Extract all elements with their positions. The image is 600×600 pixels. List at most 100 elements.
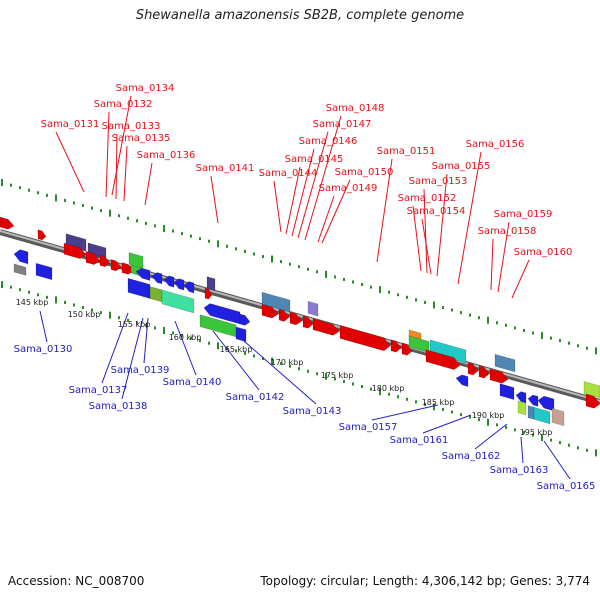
ruler-dot [262,255,264,259]
label-leader-line [304,115,342,241]
gene-label-top: Sama_0131 [41,119,100,130]
gene-feature [517,400,527,416]
ruler-dot [343,277,345,281]
gene-feature [289,311,303,326]
label-leader-line [174,320,197,376]
ruler-dot [217,240,219,248]
ruler-dot [577,446,579,450]
gene-feature [203,303,241,325]
ruler-dot [19,288,21,292]
ruler-dot [100,209,102,213]
gene-feature [35,262,53,281]
label-leader-line [243,340,317,405]
ruler-dot [64,300,66,304]
gene-feature [151,272,163,285]
ruler-dot [64,198,66,202]
ruler-dot [361,283,363,287]
ruler-dot [334,275,336,279]
ruler-dot [244,351,246,355]
label-leader-line [55,131,85,193]
kbp-tick-label: 165 kbp [220,345,253,354]
ruler-dot [505,323,507,327]
gene-feature [163,275,175,288]
gene-feature [527,405,535,420]
label-leader-line [212,330,260,391]
ruler-dot [163,224,165,232]
gene-label-top: Sama_0145 [285,154,344,165]
gene-label-top: Sama_0151 [377,146,436,157]
kbp-tick-label: 180 kbp [372,384,405,393]
map-title: Shewanella amazonensis SB2B, complete ge… [135,8,465,23]
ruler-dot [406,295,408,299]
gene-feature [110,259,122,272]
ruler-dot [307,369,309,373]
gene-feature [478,365,490,379]
ruler-dot [379,388,381,396]
ruler-dot [469,313,471,317]
ruler-dot [424,402,426,406]
ruler-dot [379,286,381,294]
ruler-dot [451,308,453,312]
gene-label-bottom: Sama_0130 [14,344,73,355]
gene-label-top: Sama_0147 [313,119,372,130]
ruler-dot [478,316,480,320]
gene-label-top: Sama_0155 [432,161,491,172]
ruler-dots-top [1,179,597,355]
ruler-dot [235,349,237,353]
ruler-dot [334,377,336,381]
ruler-dot [523,430,525,434]
kbp-tick-label: 170 kbp [271,358,304,367]
ruler-dot [10,183,12,187]
ruler-dot [46,193,48,197]
label-leader-line [371,404,439,421]
gene-features [0,216,600,427]
label-leader-line [111,95,132,196]
ruler-dot [190,336,192,340]
ruler-dot [415,298,417,302]
gene-label-bottom: Sama_0162 [442,451,501,462]
kbp-tick-labels: 145 kbp 150 kbp 155 kbp 160 kbp 165 kbp 170 k… [16,298,553,437]
ruler-dot [289,262,291,266]
ruler-dot [370,387,372,391]
gene-feature [183,281,195,294]
gene-feature [135,267,151,281]
kbp-tick-label: 175 kbp [321,371,354,380]
ruler-dot [460,413,462,417]
ruler-dot [289,364,291,368]
gene-label-top: Sama_0150 [335,167,394,178]
gene-label-bottom: Sama_0139 [111,365,170,376]
gene-label-bottom: Sama_0143 [283,406,342,417]
gene-feature [401,342,413,356]
label-leader-line [421,218,432,275]
gene-label-bottom: Sama_0138 [89,401,148,412]
ruler-dot [559,339,561,343]
ruler-dot [532,331,534,335]
ruler-dot [388,392,390,396]
gene-label-top: Sama_0148 [326,103,385,114]
ruler-dot [361,385,363,389]
gene-feature [161,289,195,314]
ruler-dot [352,280,354,284]
gene-feature [537,395,555,412]
label-leader-line [144,162,153,206]
gene-feature [204,287,213,300]
gene-feature [0,216,15,230]
ruler-dot [1,281,3,289]
label-leader-line [543,440,571,480]
ruler-dot [496,321,498,325]
ruler-dot [118,214,120,218]
ruler-dot [226,244,228,248]
gene-feature [302,315,314,329]
gene-label-top: Sama_0132 [94,99,153,110]
ruler-dot [478,418,480,422]
ruler-dot [91,308,93,312]
label-leader-line [520,436,524,464]
gene-feature [261,303,279,319]
ruler-dot [46,295,48,299]
gene-label-top: Sama_0146 [299,136,358,147]
ruler-dot [145,323,147,327]
ruler-dot [244,249,246,253]
ruler-dot [109,311,111,319]
ruler-dot [550,336,552,340]
